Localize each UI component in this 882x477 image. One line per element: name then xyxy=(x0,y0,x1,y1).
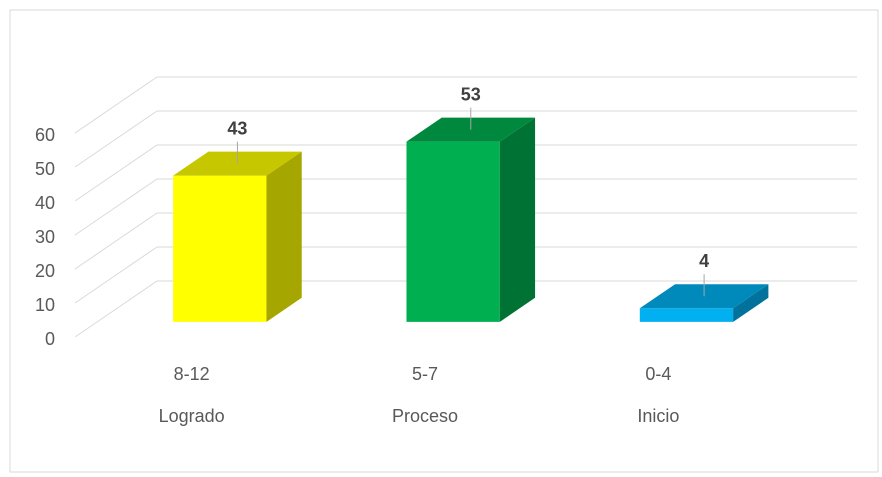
bar-side xyxy=(733,284,769,322)
y-tick-label: 50 xyxy=(35,159,55,179)
bar-front xyxy=(406,141,500,322)
x-group-label: Proceso xyxy=(392,406,458,426)
y-tick-label: 10 xyxy=(35,295,55,315)
grid-line xyxy=(74,144,158,202)
x-tick-label: 5-7 xyxy=(412,364,438,384)
bar-side xyxy=(266,151,302,322)
y-tick-label: 20 xyxy=(35,261,55,281)
grid-line xyxy=(74,76,158,134)
bar-front xyxy=(173,175,267,322)
y-tick-label: 60 xyxy=(35,125,55,145)
bar-side xyxy=(499,117,536,322)
data-label: 43 xyxy=(227,118,247,138)
grid-line xyxy=(74,246,158,304)
x-group-label: Logrado xyxy=(159,406,225,426)
x-group-label: Inicio xyxy=(637,406,679,426)
grid-line xyxy=(74,280,158,338)
data-label: 4 xyxy=(699,251,709,271)
y-tick-label: 30 xyxy=(35,227,55,247)
grid-line xyxy=(74,212,158,270)
bar-front xyxy=(639,308,734,322)
data-label: 53 xyxy=(461,84,481,104)
x-tick-label: 0-4 xyxy=(645,364,671,384)
grid-line xyxy=(74,178,158,236)
x-tick-label: 8-12 xyxy=(174,364,210,384)
grid-line xyxy=(74,110,158,168)
y-tick-label: 40 xyxy=(35,193,55,213)
y-tick-label: 0 xyxy=(45,329,55,349)
